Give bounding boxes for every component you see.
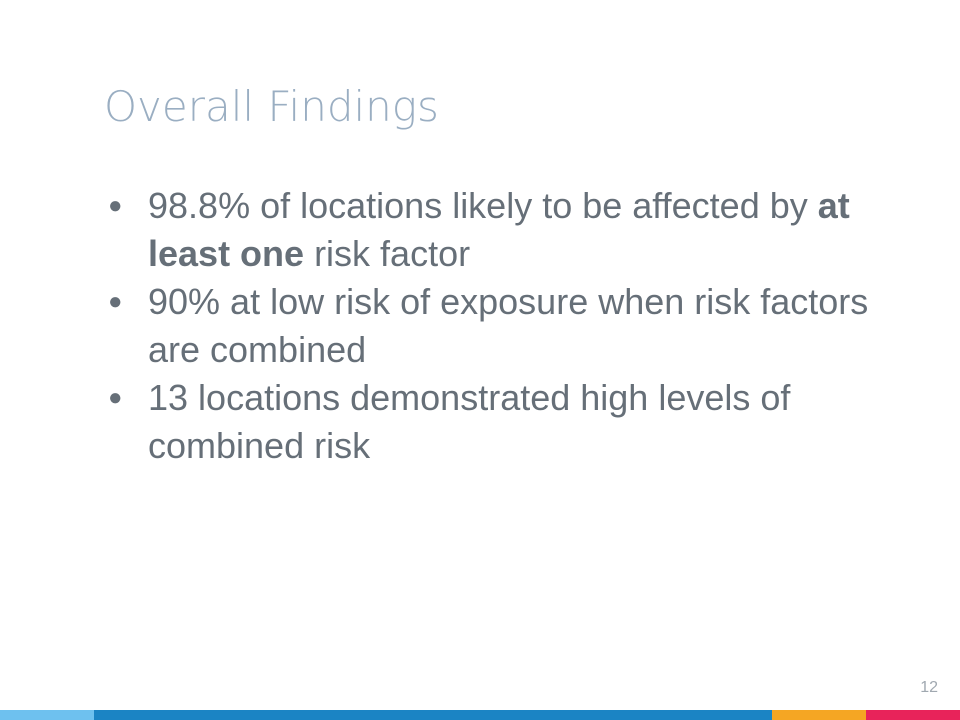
bullet-item: ● 13 locations demonstrated high levels … bbox=[104, 374, 884, 470]
footer-color-bar bbox=[0, 710, 960, 720]
footer-segment-red bbox=[866, 710, 960, 720]
bullet-dot-icon: ● bbox=[108, 288, 123, 315]
footer-segment-blue bbox=[94, 710, 772, 720]
slide-title: Overall Findings bbox=[104, 82, 439, 131]
bullet-text: 13 locations demonstrated high levels of… bbox=[148, 377, 791, 466]
bullet-item: ● 98.8% of locations likely to be affect… bbox=[104, 182, 884, 278]
bullet-list: ● 98.8% of locations likely to be affect… bbox=[104, 182, 884, 470]
footer-segment-light-blue bbox=[0, 710, 94, 720]
bullet-dot-icon: ● bbox=[108, 192, 123, 219]
bullet-dot-icon: ● bbox=[108, 384, 123, 411]
bullet-text: 90% at low risk of exposure when risk fa… bbox=[148, 281, 869, 370]
bullet-text-bold: at least one bbox=[148, 185, 850, 274]
bullet-text: risk factor bbox=[304, 233, 471, 274]
bullet-item: ● 90% at low risk of exposure when risk … bbox=[104, 278, 884, 374]
footer-segment-orange bbox=[772, 710, 866, 720]
page-number: 12 bbox=[920, 679, 938, 696]
bullet-text: 98.8% of locations likely to be affected… bbox=[148, 185, 818, 226]
